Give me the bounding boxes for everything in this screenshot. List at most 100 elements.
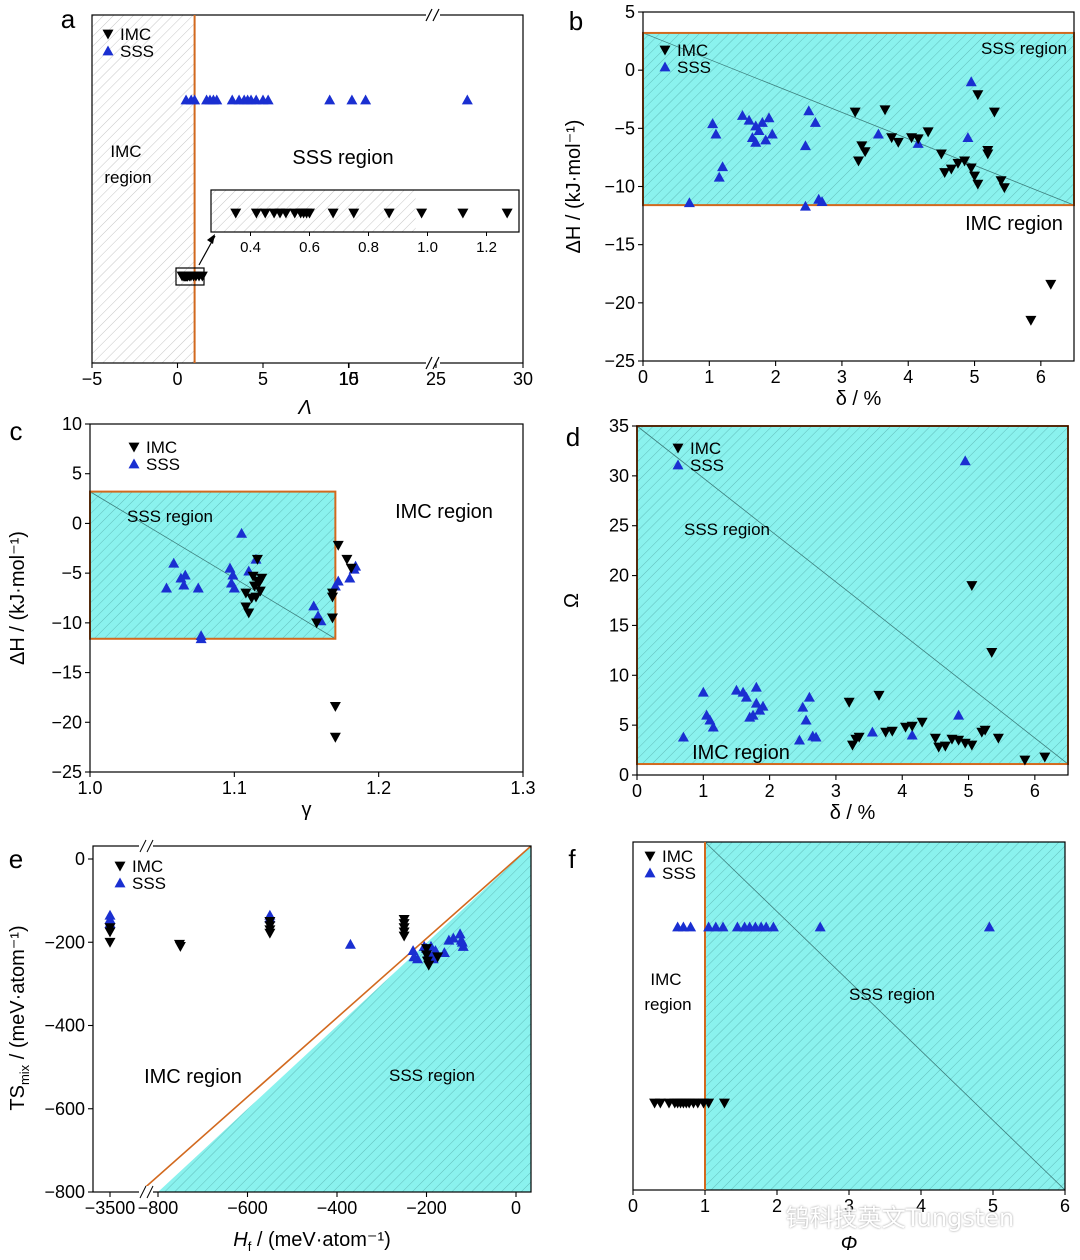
- panel-e-xtick-label: −3500: [85, 1198, 136, 1218]
- panel-d-sss-point: [803, 691, 815, 702]
- panel-a-zoom-arrowhead: [207, 234, 215, 244]
- panel-b-ytick-label: −20: [604, 293, 635, 313]
- panel-a-inset-frame: [210, 189, 520, 233]
- panel-f-sss-point: [731, 921, 743, 932]
- panel-c-sss-point: [332, 575, 344, 586]
- panel-a-imc-region-label: IMC: [110, 142, 141, 161]
- panel-d-imc-point: [916, 717, 928, 728]
- panel-d-sss-point: [707, 721, 719, 732]
- panel-d-ytick-label: 0: [619, 765, 629, 785]
- panel-c-sss-point: [227, 569, 239, 580]
- panel-f-xtick-label: 3: [844, 1196, 854, 1216]
- panel-d-xtick-label: 1: [698, 781, 708, 801]
- panel-c-imc-region-label: IMC region: [395, 501, 493, 523]
- panel-c-sss-point: [344, 572, 356, 583]
- panel-e-imc-point: [432, 952, 444, 963]
- panel-a-inset-imc-point: [280, 208, 292, 219]
- panel-c-xtick-label: 1.1: [222, 778, 247, 798]
- panel-b-ytick-label: −25: [604, 351, 635, 371]
- panel-c-label: c: [10, 416, 23, 446]
- panel-d-frame: [636, 425, 1069, 776]
- panel-c-ytick-label: 10: [62, 414, 82, 434]
- panel-b-imc-point: [939, 168, 951, 179]
- panel-d-legend-sss-marker: [672, 459, 684, 470]
- panel-c-sss-point: [179, 569, 191, 580]
- panel-a-zoom-box: [175, 267, 205, 286]
- panel-d-imc-point: [873, 690, 885, 701]
- panel-d-sss-point: [730, 684, 742, 695]
- panel-b-label: b: [569, 6, 583, 36]
- panel-b-imc-point: [856, 141, 868, 152]
- panel-b-sss-point: [750, 120, 762, 131]
- panel-d-ytick-label: 10: [609, 665, 629, 685]
- panel-d-ytick-label: 25: [609, 516, 629, 536]
- panel-e-imc-point: [104, 927, 116, 938]
- panel-c-diag-line: [89, 491, 336, 640]
- panel-c-sss-point: [236, 527, 248, 538]
- panel-d-xlabel: δ / %: [830, 802, 876, 824]
- panel-d-sss-point: [757, 700, 769, 711]
- panel-f-imc-point: [654, 1098, 666, 1109]
- panel-b-imc-point: [952, 158, 964, 169]
- panel-d-imc-point: [933, 742, 945, 753]
- panel-b-imc-point: [995, 176, 1007, 187]
- panel-f-diag-line: [704, 841, 1066, 1191]
- panel-a-sss-point: [211, 94, 223, 105]
- panel-a-imc-point: [196, 271, 208, 282]
- panel-f-legend-sss-marker: [644, 867, 656, 878]
- panel-b-xtick-label: 6: [1036, 367, 1046, 387]
- panel-b-sss-point: [710, 128, 722, 139]
- panel-c-legend-sss: SSS: [146, 455, 180, 474]
- panel-a-sss-point: [461, 94, 473, 105]
- panel-b-imc-point: [959, 156, 971, 167]
- panel-a-xtick-label: 0: [172, 369, 182, 389]
- panel-a-break-mark: [432, 8, 440, 22]
- panel-b-xtick-label: 3: [837, 367, 847, 387]
- panel-b-sss-point: [683, 197, 695, 208]
- panel-c-ylabel: ΔH / (kJ·mol⁻¹): [7, 531, 29, 665]
- panel-f-sss-point: [703, 921, 715, 932]
- panel-d-ytick-label: 5: [619, 715, 629, 735]
- panel-b-sss-point: [760, 134, 772, 145]
- panel-e-ytick-label: −600: [44, 1099, 85, 1119]
- panel-c-imc-point: [243, 608, 255, 619]
- panel-d-imc-point: [900, 722, 912, 733]
- panel-b-sss-point: [799, 140, 811, 151]
- panel-c-ytick-label: −15: [51, 663, 82, 683]
- panel-b-imc-point: [988, 107, 1000, 118]
- panel-b-sss-point: [799, 200, 811, 211]
- panel-d-label: d: [566, 422, 580, 452]
- watermark-bottom-left: 大数跨境: [10, 1226, 141, 1258]
- panel-a-inset-imc-point: [383, 208, 395, 219]
- panel-c-sss-point: [160, 582, 172, 593]
- panel-d-imc-point: [966, 740, 978, 751]
- panel-e-sss-point: [454, 928, 466, 939]
- panel-a-inset-imc-point: [416, 208, 428, 219]
- panel-d-imc-point: [986, 647, 998, 658]
- panel-c-ytick-label: −5: [61, 563, 82, 583]
- panel-f-xtick-label: 2: [772, 1196, 782, 1216]
- panel-f-sss-point: [760, 921, 772, 932]
- panel-c-imc-point: [240, 602, 252, 613]
- panel-f-sss-point: [677, 921, 689, 932]
- panel-d-imc-point: [929, 733, 941, 744]
- panel-e-imc-point: [423, 960, 435, 971]
- panel-b-xtick-label: 1: [704, 367, 714, 387]
- panel-a-xtick-label: −5: [82, 369, 103, 389]
- panel-a-legend-sss-marker: [102, 45, 114, 56]
- panel-a-inset-imc-point: [304, 208, 315, 219]
- panel-e-break-mark: [146, 839, 154, 853]
- panel-d-imc-point: [979, 725, 991, 736]
- panel-e-imc-point: [398, 931, 410, 942]
- panel-d-xtick-label: 0: [632, 781, 642, 801]
- panel-e-imc-point: [421, 944, 432, 954]
- panel-d-ytick-label: 35: [609, 416, 629, 436]
- panel-a-legend-imc: IMC: [120, 25, 151, 44]
- panel-a-xlabel: Λ: [297, 397, 311, 419]
- panel-f-imc-point: [718, 1098, 730, 1109]
- panel-c-sss-point: [228, 582, 240, 593]
- panel-a-break-gap: [426, 9, 440, 21]
- panel-b-legend-sss: SSS: [677, 58, 711, 77]
- panel-b-ylabel: ΔH / (kJ·mol⁻¹): [563, 120, 585, 254]
- panel-f-xtick-label: 6: [1060, 1196, 1070, 1216]
